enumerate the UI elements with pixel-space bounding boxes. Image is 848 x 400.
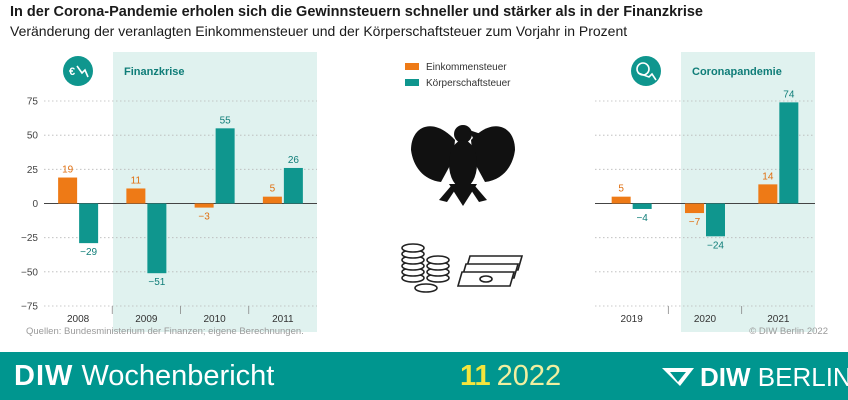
bar-einkommensteuer	[58, 177, 78, 204]
data-label: 5	[270, 184, 276, 195]
panel-label: Coronapandemie	[692, 66, 782, 78]
icon-circle	[631, 56, 661, 86]
bar-einkommensteuer	[611, 196, 631, 204]
data-label: 14	[762, 171, 774, 182]
data-label: −51	[148, 277, 165, 288]
data-label: −24	[707, 240, 724, 251]
chart-subtitle: Veränderung der veranlagten Einkommenste…	[10, 23, 628, 39]
copyright-note: © DIW Berlin 2022	[749, 326, 828, 337]
publication-name: DIW Wochenbericht	[14, 360, 275, 392]
data-label: 19	[62, 165, 74, 176]
data-label: 11	[131, 175, 142, 186]
bar-koerperschaftsteuer	[632, 203, 652, 209]
data-label: 5	[618, 184, 624, 195]
bar-einkommensteuer	[758, 184, 778, 204]
x-tick-label: 2019	[621, 314, 644, 325]
bar-koerperschaftsteuer	[706, 203, 725, 237]
bar-koerperschaftsteuer	[215, 128, 235, 204]
crash-line	[637, 72, 657, 81]
x-tick-label: 2008	[67, 314, 90, 325]
bar-koerperschaftsteuer	[779, 102, 799, 204]
source-note: Quellen: Bundesministerium der Finanzen;…	[26, 326, 304, 337]
euro-crash-icon: €	[63, 56, 93, 86]
x-tick-label: 2011	[272, 314, 294, 325]
legend-label: Einkommensteuer	[426, 62, 507, 73]
chart-title: In der Corona-Pandemie erholen sich die …	[10, 4, 703, 20]
euro-symbol: €	[69, 66, 75, 78]
icon-circle	[63, 56, 93, 86]
data-label: −4	[636, 213, 648, 224]
legend-label: Körperschaftsteuer	[426, 78, 511, 89]
bar-chart: 7550250−25−50−75Finanzkrise€200819−29200…	[21, 52, 815, 332]
chart-panel-1: Coronapandemie 2019 5 −4 2020 −7 −24 2021 14 74	[595, 52, 815, 332]
x-tick-label: 2020	[694, 314, 717, 325]
bar-einkommensteuer	[262, 196, 282, 204]
y-tick-label: −75	[21, 302, 38, 313]
y-tick-label: 75	[27, 97, 39, 108]
data-label: −3	[198, 212, 210, 223]
coins-icon	[401, 243, 450, 293]
footer-bar: DIW Wochenbericht 11 2022 DIW BERLIN	[0, 352, 848, 400]
data-label: −29	[80, 247, 97, 258]
x-tick-label: 2021	[767, 314, 790, 325]
legend-swatch	[405, 79, 419, 86]
bar-einkommensteuer	[194, 203, 214, 208]
bar-koerperschaftsteuer	[79, 203, 99, 244]
data-label: 26	[288, 155, 300, 166]
data-label: −7	[689, 217, 701, 228]
panel-label: Finanzkrise	[124, 66, 185, 78]
banknotes-icon	[456, 255, 524, 287]
data-label: 55	[220, 115, 232, 126]
y-tick-label: −25	[21, 233, 38, 244]
chart-panel-0: 75 50 25 0 −25 −50 −75 Finanzkrise €2008 19 −29 200…	[21, 52, 317, 332]
legend-swatch	[405, 63, 419, 70]
x-tick-label: 2009	[135, 314, 158, 325]
y-tick-label: −50	[21, 267, 38, 278]
y-tick-label: 25	[27, 165, 39, 176]
bar-koerperschaftsteuer	[283, 167, 303, 204]
y-tick-label: 50	[27, 131, 39, 142]
crash-line	[76, 65, 89, 78]
legend: Einkommensteuer Körperschaftsteuer	[405, 62, 511, 89]
data-label: 74	[783, 89, 795, 100]
diw-berlin-logo: DIW BERLIN	[700, 362, 848, 392]
bar-einkommensteuer	[126, 188, 146, 204]
diw-logo-icon	[662, 368, 694, 386]
y-tick-label: 0	[32, 199, 38, 210]
highlight-band	[113, 52, 317, 332]
federal-eagle-icon	[411, 125, 515, 206]
bar-einkommensteuer	[685, 203, 704, 214]
x-tick-label: 2010	[204, 314, 227, 325]
virus-crash-icon	[631, 56, 661, 86]
issue-label: 11 2022	[460, 360, 562, 392]
bar-koerperschaftsteuer	[147, 203, 167, 274]
